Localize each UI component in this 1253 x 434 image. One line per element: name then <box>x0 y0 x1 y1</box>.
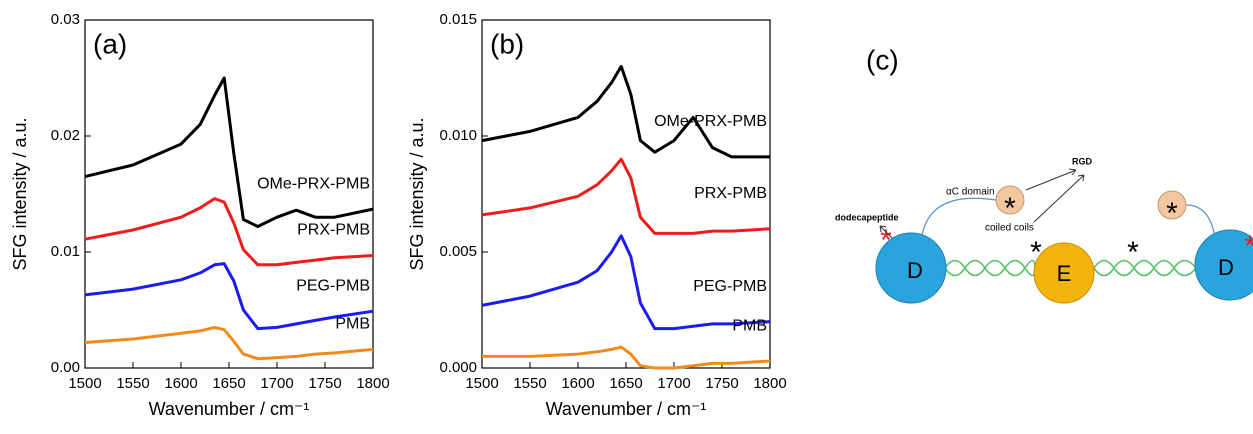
series-label: PEG-PMB <box>693 278 767 295</box>
node-label: E <box>1057 261 1072 286</box>
connector <box>921 197 997 237</box>
arrow <box>1025 168 1077 191</box>
plot-frame <box>481 19 771 369</box>
series-label: PMB <box>732 317 767 334</box>
panel-label: (c) <box>866 44 899 75</box>
asterisk: * <box>1244 230 1253 263</box>
asterisk: * <box>1004 192 1016 225</box>
x-tick-label: 1650 <box>212 375 245 392</box>
chart: 1500 1550 1600 1650 1700 1750 1800 0.00 0.01 0.02… <box>10 11 390 419</box>
coil <box>944 259 1036 277</box>
series-label: PRX-PMB <box>694 185 767 202</box>
asterisk: * <box>1127 236 1139 269</box>
x-tick-label: 1750 <box>308 375 341 392</box>
connector <box>1185 204 1216 239</box>
series-line <box>84 262 374 331</box>
coil <box>1093 259 1197 277</box>
x-tick-label: 1600 <box>164 375 197 392</box>
diagram-text: αC domain <box>946 187 995 198</box>
asterisks: * * * * * * <box>880 192 1253 269</box>
series-line <box>84 325 374 361</box>
x-tick-label: 1550 <box>116 375 149 392</box>
arrow <box>879 225 893 239</box>
x-tick-label: 1800 <box>356 375 389 392</box>
y-tick-label: 0.015 <box>439 11 477 28</box>
panel-label: (b) <box>490 28 524 59</box>
y-tick-label: 0.000 <box>439 359 477 376</box>
y-axis-label: SFG intensity / a.u. <box>407 117 427 270</box>
series-label: PRX-PMB <box>297 222 370 239</box>
node-label: D <box>1218 255 1234 280</box>
diagram-text: RGD <box>1072 156 1093 166</box>
panel-label: (a) <box>93 28 127 59</box>
x-tick-label: 1550 <box>513 375 546 392</box>
series-line <box>481 64 770 159</box>
y-tick-label: 0.005 <box>439 243 477 260</box>
arrow <box>1033 174 1085 223</box>
y-tick-label: 0.00 <box>51 359 80 376</box>
asterisk: * <box>880 224 892 257</box>
x-tick-label: 1650 <box>609 375 642 392</box>
y-tick-label: 0.01 <box>51 243 80 260</box>
series-line <box>482 345 771 370</box>
x-tick-label: 1800 <box>753 375 786 392</box>
series-line <box>481 234 771 331</box>
diagram-text: dodecapeptide <box>835 212 899 222</box>
diagram: (c) D E D * * * * * * dodecapeptid <box>835 44 1253 304</box>
ac-domain <box>995 185 1025 215</box>
x-tick-label: 1500 <box>68 375 101 392</box>
x-axis-label: Wavenumber / cm⁻¹ <box>149 399 310 419</box>
node-label: D <box>907 258 923 283</box>
plot-frame <box>84 19 374 369</box>
node-e <box>1033 242 1095 304</box>
node-d <box>1194 229 1253 301</box>
asterisk: * <box>1166 197 1178 230</box>
chart: 1500 1550 1600 1650 1700 1750 1800 0.000 0.005 0.… <box>407 11 787 419</box>
series-label: OMe-PRX-PMB <box>257 175 370 192</box>
diagram-text: coiled coils <box>985 223 1034 234</box>
ac-domain <box>1157 190 1187 220</box>
node-d <box>875 232 947 304</box>
y-tick-label: 0.03 <box>51 11 80 28</box>
coil <box>944 259 1036 277</box>
x-tick-label: 1750 <box>705 375 738 392</box>
x-tick-label: 1500 <box>465 375 498 392</box>
x-axis-label: Wavenumber / cm⁻¹ <box>546 399 707 419</box>
x-tick-label: 1700 <box>260 375 293 392</box>
y-axis-label: SFG intensity / a.u. <box>10 117 30 270</box>
coiled-coils <box>944 259 1197 277</box>
series-line <box>481 157 771 235</box>
x-tick-label: 1600 <box>561 375 594 392</box>
series-label: PEG-PMB <box>296 277 370 294</box>
x-tick-label: 1700 <box>657 375 690 392</box>
series-label: OMe-PRX-PMB <box>654 113 767 130</box>
series-label: PMB <box>335 316 370 333</box>
y-tick-label: 0.02 <box>51 127 80 144</box>
series-line <box>84 197 374 267</box>
coil <box>1093 259 1197 277</box>
arrows <box>879 168 1085 239</box>
asterisk: * <box>1030 236 1042 269</box>
series-line <box>84 76 374 228</box>
y-tick-label: 0.010 <box>439 127 477 144</box>
